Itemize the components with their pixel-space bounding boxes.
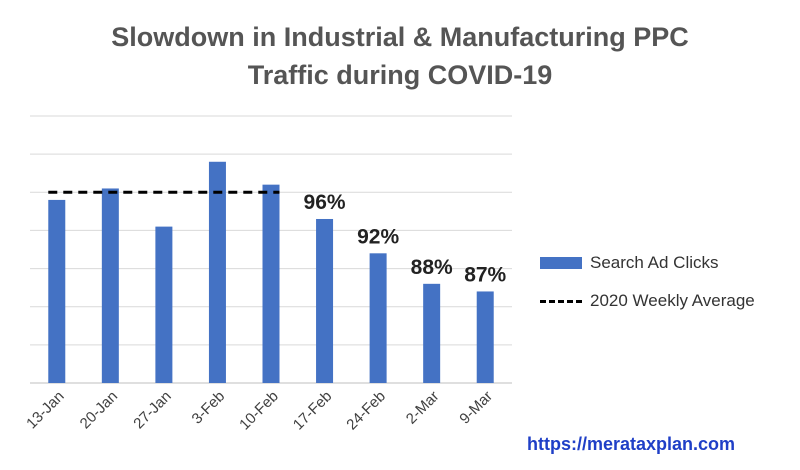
bar-10-Feb [262,184,280,383]
legend-item-search-ad-clicks: Search Ad Clicks [540,253,719,273]
x-axis-tick-labels: 13-Jan 20-Jan 27-Jan 3-Feb 10-Feb 17-Feb 24-Fe… [23,388,496,434]
x-tick-label: 2-Mar [403,388,443,428]
data-label: 96% [304,191,346,214]
x-tick-label: 17-Feb [290,388,336,434]
x-tick-label: 3-Feb [189,388,229,428]
bar-13-Jan [48,199,66,383]
bar-24-Feb [369,253,387,383]
x-tick-label: 9-Mar [456,388,496,428]
bar-20-Jan [101,188,119,383]
chart-title: Slowdown in Industrial & Manufacturing P… [0,18,800,94]
x-tick-label: 24-Feb [343,388,389,434]
chart-title-line-2: Traffic during COVID-19 [247,60,553,90]
x-tick-label: 13-Jan [23,388,67,432]
legend-label-weekly-average: 2020 Weekly Average [590,291,755,310]
x-tick-label: 27-Jan [130,388,174,432]
data-label: 87% [464,263,506,286]
source-url-link[interactable]: https://merataxplan.com [527,434,736,454]
legend-item-weekly-average: 2020 Weekly Average [540,291,755,311]
x-tick-label: 10-Feb [236,388,282,434]
legend-dashed-line-swatch [540,299,582,303]
bars [48,161,494,383]
x-tick-label: 20-Jan [77,388,121,432]
data-label: 92% [357,225,399,248]
legend-label-search-ad-clicks: Search Ad Clicks [590,253,719,272]
bar-17-Feb [316,218,334,383]
legend-bar-swatch [540,257,582,269]
bar-9-Mar [476,291,494,383]
bar-27-Jan [155,226,173,383]
data-label: 88% [411,256,453,279]
chart-title-line-1: Slowdown in Industrial & Manufacturing P… [111,22,689,52]
data-labels: 96% 92% 88% 87% [304,191,507,286]
bar-3-Feb [208,161,226,383]
bar-2-Mar [423,283,441,383]
